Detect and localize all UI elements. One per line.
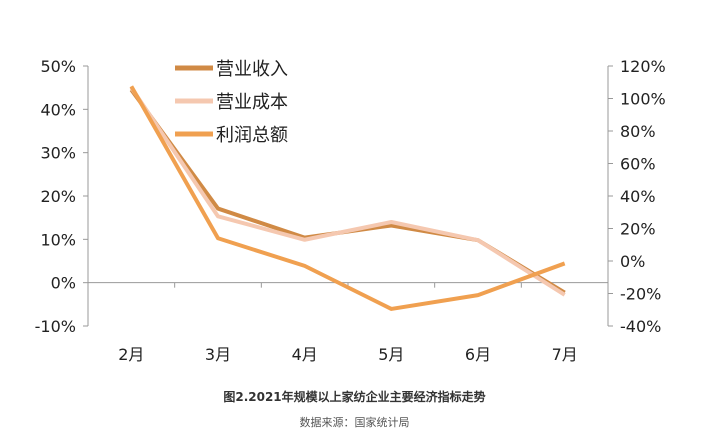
right-tick-label: 20%	[620, 220, 656, 239]
line-chart: -10% 0% 10% 20% 30% 40% 50% -40% -20% 0% 20% 40% 60%…	[35, 57, 666, 364]
x-tick-label: 6月	[465, 345, 491, 364]
right-tick-label: 40%	[620, 187, 656, 206]
x-tick-label: 5月	[378, 345, 404, 364]
series-line-2	[129, 86, 566, 297]
legend-label: 营业收入	[216, 59, 288, 80]
x-tick-label: 4月	[292, 345, 318, 364]
chart-caption: 图2.2021年规模以上家纺企业主要经济指标走势	[223, 390, 486, 404]
x-tick-label: 3月	[205, 345, 231, 364]
left-tick-label: 0%	[51, 274, 76, 293]
right-tick-label: 60%	[620, 155, 656, 174]
right-tick-label: 120%	[620, 57, 666, 76]
series-line-3	[129, 85, 566, 311]
x-tick-label: 2月	[118, 345, 144, 364]
series-line-1	[129, 88, 566, 295]
left-tick-label: 40%	[40, 100, 76, 119]
right-tick-label: -20%	[620, 285, 661, 304]
legend-label: 营业成本	[216, 92, 288, 113]
left-tick-label: 20%	[40, 187, 76, 206]
left-tick-label: 50%	[40, 57, 76, 76]
right-tick-label: 100%	[620, 90, 666, 109]
left-tick-label: 30%	[40, 144, 76, 163]
left-tick-label: 10%	[40, 230, 76, 249]
left-tick-label: -10%	[35, 317, 76, 336]
x-tick-label: 7月	[552, 345, 578, 364]
right-tick-label: 80%	[620, 122, 656, 141]
right-tick-label: 0%	[620, 252, 645, 271]
right-tick-label: -40%	[620, 317, 661, 336]
source-note: 数据来源：国家统计局	[299, 416, 410, 429]
legend-label: 利润总额	[216, 125, 288, 146]
